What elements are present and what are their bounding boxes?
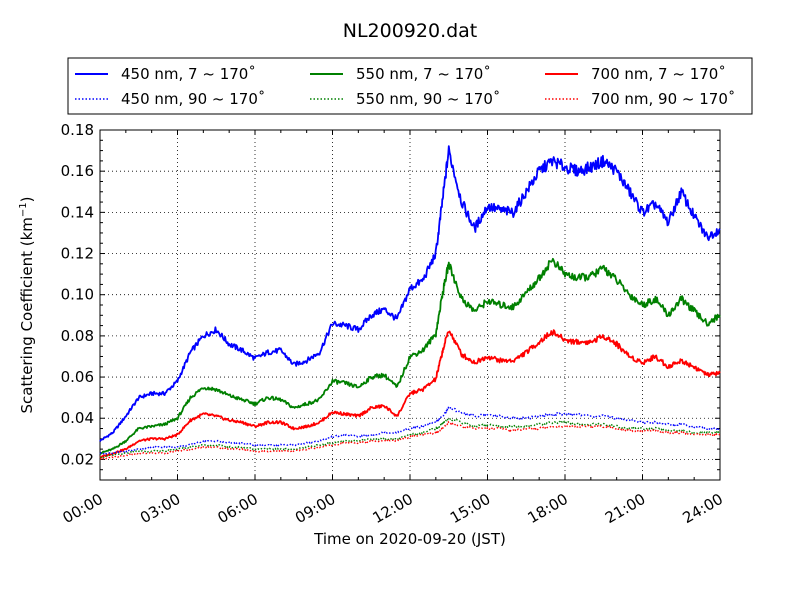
x-tick-label: 24:00 (680, 490, 726, 527)
legend-items: 450 nm, 7 ~ 170˚ 550 nm, 7 ~ 170˚ 700 nm, … (75, 65, 735, 108)
gridlines (100, 130, 720, 480)
y-tick-label: 0.18 (61, 121, 94, 139)
series-line (99, 421, 721, 461)
x-tick-label: 00:00 (60, 490, 106, 527)
y-tick-label: 0.10 (61, 286, 94, 304)
y-tick-label: 0.16 (61, 162, 94, 180)
legend: 450 nm, 7 ~ 170˚ 550 nm, 7 ~ 170˚ 700 nm, … (67, 57, 753, 115)
x-axis-label: Time on 2020-09-20 (JST) (313, 530, 506, 548)
x-tick-label: 09:00 (292, 490, 338, 527)
y-tick-label: 0.14 (61, 203, 94, 221)
y-tick-label: 0.04 (61, 409, 94, 427)
legend-label: 450 nm, 7 ~ 170˚ (121, 65, 256, 83)
x-tick-label: 21:00 (602, 490, 648, 527)
x-tick-label: 18:00 (525, 490, 571, 527)
plot-area (99, 129, 721, 481)
x-tick-label: 12:00 (370, 490, 416, 527)
y-axis-label-close: ) (18, 196, 36, 202)
legend-label: 550 nm, 90 ~ 170˚ (356, 90, 500, 108)
series-line (99, 329, 721, 459)
legend-box (67, 57, 753, 115)
y-tick-label: 0.12 (61, 245, 94, 263)
legend-label: 700 nm, 90 ~ 170˚ (591, 90, 735, 108)
x-tick-label: 06:00 (215, 490, 261, 527)
series-line (99, 257, 721, 455)
series-line (99, 145, 721, 442)
series-layer (99, 145, 721, 461)
tick-marks (99, 129, 721, 480)
chart-title: NL200920.dat (343, 20, 478, 42)
y-axis-label-sup: −1 (18, 202, 29, 217)
y-axis-label: Scattering Coefficient (km−1) (18, 196, 36, 413)
x-tick-label: 03:00 (137, 490, 183, 527)
y-axis-label-main: Scattering Coefficient (km (18, 217, 36, 413)
legend-label: 450 nm, 90 ~ 170˚ (121, 90, 265, 108)
legend-label: 550 nm, 7 ~ 170˚ (356, 65, 491, 83)
y-tick-labels: 0.02 0.04 0.06 0.08 0.10 0.12 0.14 0.16 0.18 (61, 121, 94, 468)
y-tick-label: 0.06 (61, 368, 94, 386)
x-tick-labels: 00:00 03:00 06:00 09:00 12:00 15:00 18:00 21:00… (60, 490, 726, 527)
series-line (99, 417, 721, 459)
series-line (99, 406, 721, 455)
y-tick-label: 0.08 (61, 327, 94, 345)
x-tick-label: 15:00 (447, 490, 493, 527)
y-tick-label: 0.02 (61, 450, 94, 468)
legend-label: 700 nm, 7 ~ 170˚ (591, 65, 726, 83)
